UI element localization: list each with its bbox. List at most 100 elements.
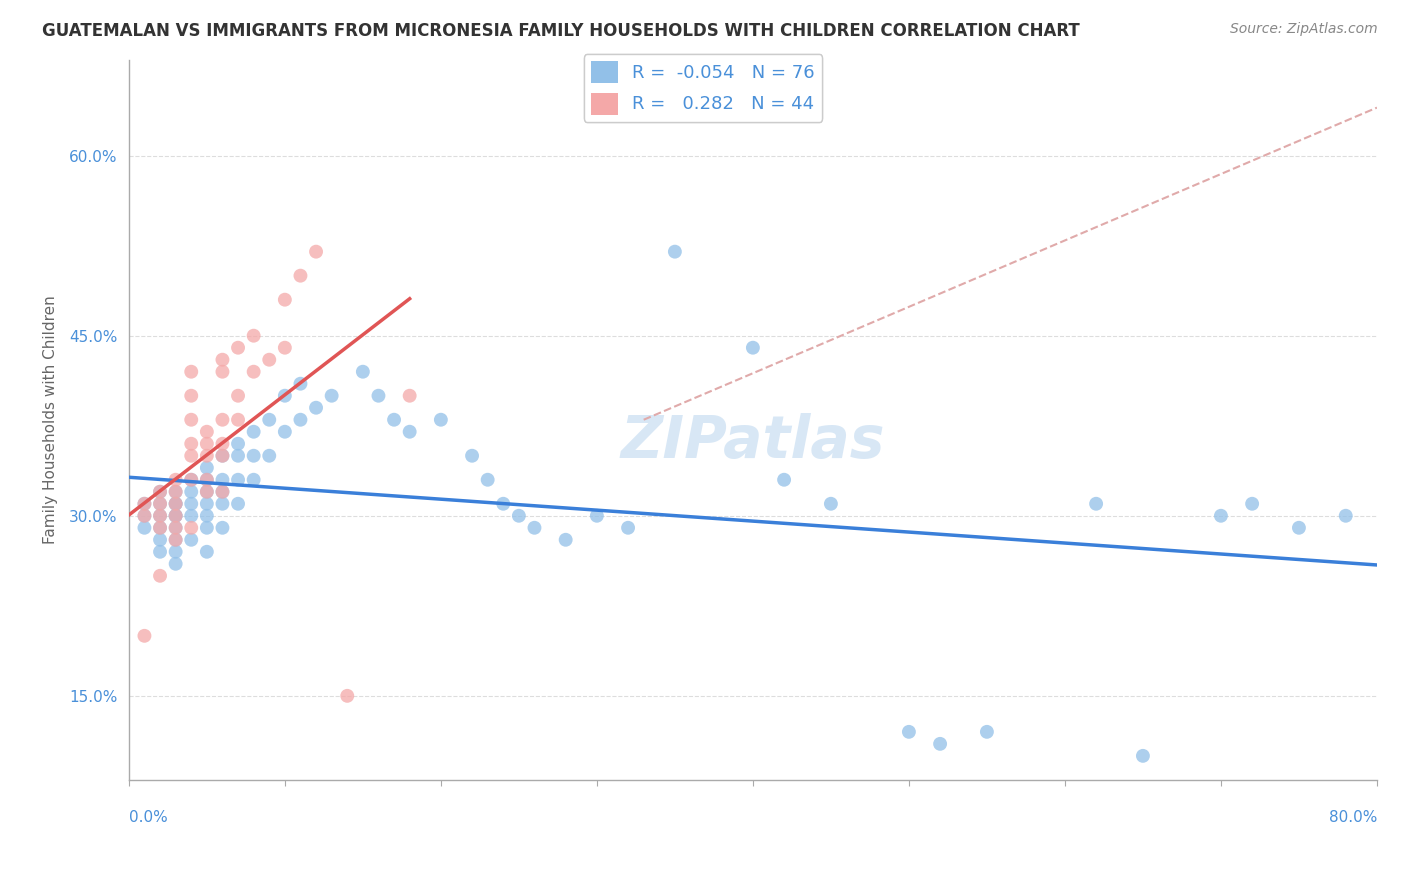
Point xyxy=(180,449,202,463)
Point xyxy=(195,436,218,450)
Point xyxy=(929,737,952,751)
Point xyxy=(242,365,264,379)
Point xyxy=(664,244,686,259)
Point xyxy=(180,413,202,427)
Point xyxy=(134,508,156,523)
Point xyxy=(211,497,233,511)
Point xyxy=(226,413,249,427)
Point xyxy=(1334,508,1357,523)
Point xyxy=(211,449,233,463)
Point xyxy=(149,484,172,499)
Point xyxy=(211,484,233,499)
Point xyxy=(274,293,297,307)
Point xyxy=(305,401,328,415)
Point xyxy=(773,473,796,487)
Point xyxy=(180,533,202,547)
Point xyxy=(149,569,172,583)
Point xyxy=(180,365,202,379)
Point xyxy=(1241,497,1264,511)
Point xyxy=(149,508,172,523)
Text: 80.0%: 80.0% xyxy=(1329,810,1376,825)
Point xyxy=(290,376,312,391)
Legend: R =  -0.054   N = 76, R =   0.282   N = 44: R = -0.054 N = 76, R = 0.282 N = 44 xyxy=(583,54,823,121)
Point xyxy=(165,545,187,559)
Point xyxy=(165,521,187,535)
Point xyxy=(149,521,172,535)
Point xyxy=(195,449,218,463)
Point xyxy=(367,389,389,403)
Point xyxy=(195,508,218,523)
Text: 0.0%: 0.0% xyxy=(129,810,167,825)
Point xyxy=(226,497,249,511)
Point xyxy=(134,497,156,511)
Point xyxy=(226,449,249,463)
Point xyxy=(195,473,218,487)
Point xyxy=(398,389,420,403)
Point xyxy=(180,473,202,487)
Point xyxy=(149,521,172,535)
Point xyxy=(242,425,264,439)
Text: Source: ZipAtlas.com: Source: ZipAtlas.com xyxy=(1230,22,1378,37)
Point xyxy=(226,473,249,487)
Point xyxy=(211,352,233,367)
Point xyxy=(149,533,172,547)
Point xyxy=(211,436,233,450)
Point xyxy=(134,508,156,523)
Point xyxy=(195,521,218,535)
Point xyxy=(211,449,233,463)
Point xyxy=(180,508,202,523)
Point xyxy=(134,497,156,511)
Point xyxy=(195,484,218,499)
Point xyxy=(211,473,233,487)
Point xyxy=(165,521,187,535)
Point xyxy=(165,497,187,511)
Point xyxy=(149,497,172,511)
Point xyxy=(398,425,420,439)
Y-axis label: Family Households with Children: Family Households with Children xyxy=(44,295,58,544)
Point xyxy=(180,484,202,499)
Point xyxy=(165,484,187,499)
Point xyxy=(274,341,297,355)
Point xyxy=(352,365,374,379)
Point xyxy=(211,484,233,499)
Point xyxy=(976,724,998,739)
Point xyxy=(149,508,172,523)
Point xyxy=(165,557,187,571)
Text: GUATEMALAN VS IMMIGRANTS FROM MICRONESIA FAMILY HOUSEHOLDS WITH CHILDREN CORRELA: GUATEMALAN VS IMMIGRANTS FROM MICRONESIA… xyxy=(42,22,1080,40)
Point xyxy=(554,533,576,547)
Point xyxy=(274,389,297,403)
Point xyxy=(336,689,359,703)
Point xyxy=(492,497,515,511)
Point xyxy=(165,508,187,523)
Point xyxy=(226,389,249,403)
Point xyxy=(305,244,328,259)
Point xyxy=(430,413,453,427)
Point xyxy=(165,533,187,547)
Point xyxy=(617,521,640,535)
Point xyxy=(321,389,343,403)
Point xyxy=(165,497,187,511)
Point xyxy=(195,473,218,487)
Point xyxy=(180,389,202,403)
Point xyxy=(149,484,172,499)
Point xyxy=(1085,497,1108,511)
Point xyxy=(382,413,405,427)
Point xyxy=(259,413,281,427)
Point xyxy=(180,497,202,511)
Point xyxy=(211,521,233,535)
Point xyxy=(165,484,187,499)
Point xyxy=(134,629,156,643)
Point xyxy=(165,508,187,523)
Point xyxy=(741,341,763,355)
Point xyxy=(195,545,218,559)
Point xyxy=(242,449,264,463)
Text: ZIPatlas: ZIPatlas xyxy=(620,413,886,470)
Point xyxy=(242,473,264,487)
Point xyxy=(134,521,156,535)
Point xyxy=(195,484,218,499)
Point xyxy=(586,508,609,523)
Point xyxy=(259,449,281,463)
Point xyxy=(226,436,249,450)
Point xyxy=(1132,748,1154,763)
Point xyxy=(508,508,530,523)
